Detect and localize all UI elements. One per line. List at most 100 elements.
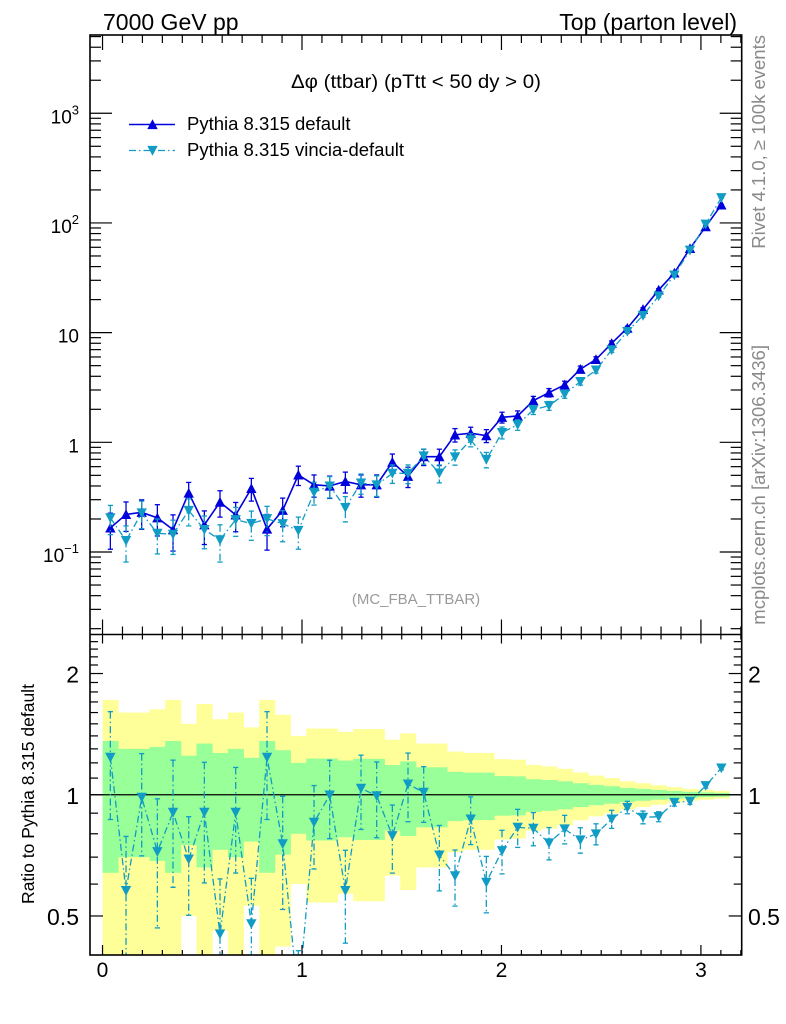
marker-vincia-bin-7: [199, 525, 210, 535]
ratio-band-1sigma-bin-19: [384, 765, 401, 831]
legend: Pythia 8.315 default Pythia 8.315 vincia…: [129, 113, 404, 160]
marker-vincia-ratio-bin-12: [277, 839, 288, 850]
tick-label-base: 10: [58, 327, 79, 348]
marker-vincia-bin-37: [669, 270, 680, 281]
marker-vincia-ratio-bin-5: [167, 807, 179, 818]
marker-vincia-ratio-bin-6: [183, 854, 194, 865]
marker-vincia-bin-4: [152, 528, 163, 539]
marker-vincia-bin-17: [355, 478, 367, 489]
marker-vincia-bin-24: [465, 435, 476, 446]
marker-vincia-bin-36: [653, 291, 664, 302]
errorbar-vincia-ratio-bin-1: [107, 711, 113, 821]
ratio-band-1sigma-bin-6: [180, 755, 197, 846]
ratio-band-1sigma-bin-14: [306, 758, 323, 841]
ratio-y-tick-label: 1: [66, 783, 79, 809]
tick-label-base: 10: [43, 546, 64, 567]
errorbar-vincia-ratio-bin-26: [499, 829, 505, 875]
ratio-band-1sigma-bin-25: [478, 772, 495, 821]
series-line-vincia-ratio: [109, 757, 722, 955]
marker-vincia-ratio-bin-32: [590, 829, 602, 840]
ratio-band-1sigma-bin-28: [525, 779, 542, 812]
ratio-band-1sigma-bin-26: [494, 776, 511, 816]
errorbar-vincia-ratio-bin-33: [609, 809, 615, 830]
marker-vincia-bin-30: [559, 389, 570, 400]
marker-default-bin-12: [277, 505, 288, 515]
marker-vincia-bin-35: [637, 310, 649, 321]
marker-vincia-ratio-bin-22: [434, 850, 445, 861]
marker-vincia-bin-40: [716, 193, 727, 203]
marker-vincia-bin-26: [496, 427, 508, 438]
marker-vincia-ratio-bin-39: [700, 781, 711, 791]
marker-default-bin-31: [575, 364, 586, 374]
marker-default-bin-22: [434, 451, 445, 462]
errorbar-vincia-ratio-bin-16: [342, 849, 348, 944]
marker-vincia-ratio-bin-15: [324, 790, 335, 801]
marker-default-bin-2: [120, 509, 132, 520]
marker-default-bin-23: [449, 429, 461, 440]
marker-vincia-bin-14: [308, 487, 320, 498]
marker-vincia-ratio-bin-24: [465, 814, 476, 825]
series-line-vincia: [109, 197, 722, 542]
errorbar-vincia-ratio-bin-2: [123, 835, 129, 955]
ratio-band-1sigma-bin-7: [196, 743, 213, 868]
errorbar-vincia-ratio-bin-12: [280, 795, 286, 911]
ratio-band-1sigma-bin-23: [447, 771, 464, 822]
marker-vincia-bin-18: [371, 480, 382, 491]
marker-vincia-bin-22: [434, 468, 445, 479]
marker-vincia-ratio-bin-8: [214, 929, 226, 940]
series-vincia: [105, 193, 727, 563]
errorbar-vincia-ratio-bin-3: [139, 752, 145, 857]
legend-entry-default: Pythia 8.315 default: [129, 113, 351, 134]
marker-default-bin-26: [496, 412, 508, 422]
marker-vincia-bin-38: [684, 245, 696, 256]
series-line-default: [109, 204, 722, 531]
ratio-band-1sigma-bin-16: [337, 760, 354, 838]
ratio-band-1sigma-bin-11: [259, 740, 276, 873]
errorbar-vincia-ratio-bin-4: [154, 798, 160, 929]
marker-vincia-ratio-bin-26: [496, 846, 508, 856]
errorbar-vincia-bin-6: [186, 498, 192, 527]
errorbar-vincia-ratio-bin-18: [374, 761, 380, 839]
marker-vincia-bin-20: [402, 468, 414, 479]
x-tick-label: 1: [296, 959, 308, 982]
ratio-y-tick-label: 2: [66, 662, 79, 688]
marker-vincia-bin-2: [120, 536, 132, 546]
legend-entry-vincia: Pythia 8.315 vincia-default: [129, 139, 404, 160]
x-tick-label: 3: [695, 959, 707, 982]
marker-default-bin-1: [105, 522, 116, 533]
marker-vincia-bin-5: [167, 529, 179, 540]
marker-vincia-ratio-bin-16: [340, 886, 351, 896]
marker-vincia-ratio-bin-17: [355, 783, 367, 794]
errorbar-vincia-bin-20: [405, 464, 411, 485]
marker-default-bin-16: [340, 476, 351, 487]
errorbar-vincia-ratio-bin-14: [311, 784, 317, 870]
marker-vincia-ratio-bin-25: [481, 877, 492, 888]
marker-default-bin-6: [183, 487, 194, 498]
ratio-band-1sigma-bin-27: [509, 776, 526, 816]
marker-vincia-ratio-bin-1: [105, 752, 116, 763]
marker-vincia-bin-12: [277, 519, 288, 529]
errorbar-vincia-ratio-bin-21: [421, 766, 427, 824]
errorbar-vincia-bin-9: [233, 506, 239, 537]
ratio-y-tick-label-right: 0.5: [748, 904, 780, 930]
mcplots-credit-label: mcplots.cern.ch [arXiv:1306.3436]: [748, 345, 769, 625]
ratio-band-1sigma-bin-22: [431, 767, 448, 828]
ratio-band-1sigma-bin-10: [243, 757, 260, 842]
errorbar-vincia-ratio-bin-7: [201, 761, 207, 884]
marker-vincia-bin-23: [449, 452, 461, 463]
ratio-plot-area: [90, 699, 742, 955]
marker-vincia-bin-6: [183, 505, 194, 516]
marker-vincia-bin-16: [340, 503, 351, 513]
ratio-y-tick-label: 0.5: [47, 904, 79, 930]
errorbar-vincia-ratio-bin-6: [186, 816, 192, 916]
errorbar-vincia-ratio-bin-8: [217, 878, 223, 955]
header-collision-label: 7000 GeV pp: [103, 9, 239, 35]
marker-default-bin-27: [512, 410, 523, 421]
marker-vincia-bin-9: [230, 515, 241, 525]
marker-vincia-bin-3: [136, 508, 147, 519]
axis-ticks: [90, 35, 742, 955]
marker-default-bin-13: [293, 469, 304, 480]
marker-vincia-bin-39: [700, 219, 711, 230]
marker-vincia-ratio-bin-36: [653, 812, 664, 822]
